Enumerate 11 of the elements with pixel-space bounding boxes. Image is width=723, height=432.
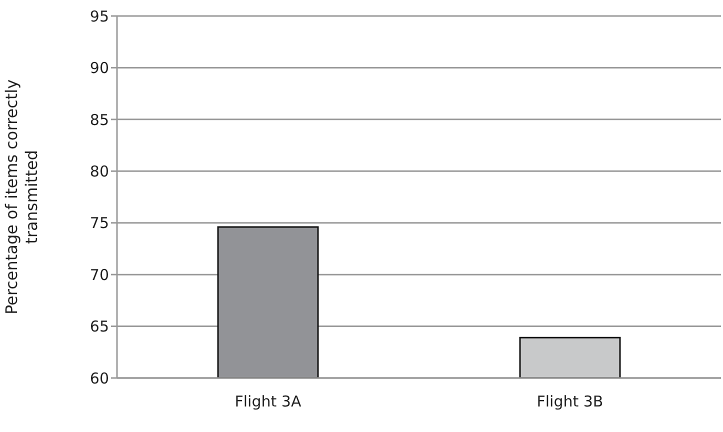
y-tick-label: 90	[90, 59, 109, 78]
y-tick-label: 65	[90, 318, 109, 336]
x-tick-label: Flight 3B	[536, 392, 604, 411]
y-tick-label: 60	[90, 369, 109, 388]
y-tick-label: 95	[90, 7, 109, 26]
x-tick-label: Flight 3A	[234, 392, 302, 411]
y-tick-label: 75	[90, 214, 109, 232]
y-tick-label: 85	[90, 110, 109, 129]
y-tick-label: 70	[90, 266, 109, 284]
y-tick-label: 80	[90, 162, 109, 180]
y-axis-title: Percentage of items correctly transmitted	[2, 79, 41, 315]
